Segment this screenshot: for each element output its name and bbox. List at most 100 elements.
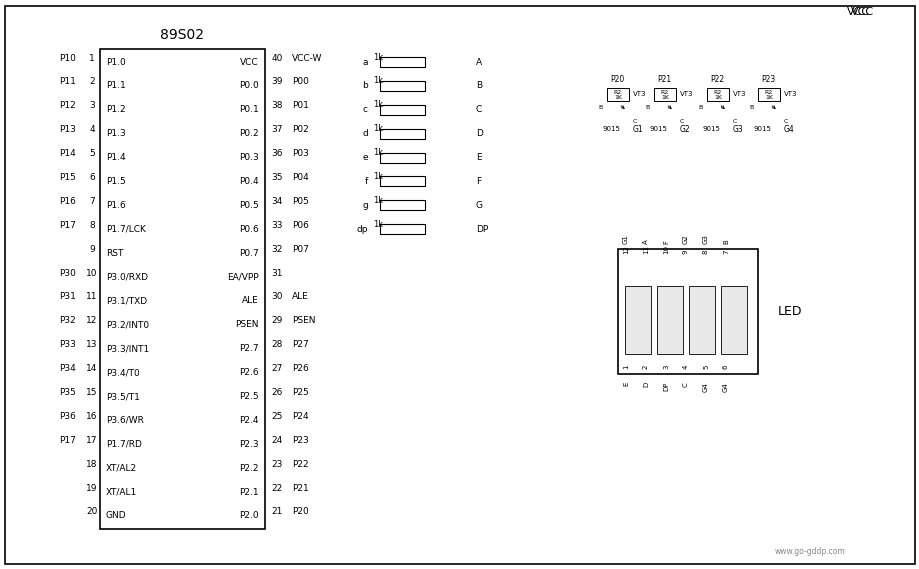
Bar	[380, 57, 425, 67]
Text: P0.6: P0.6	[239, 225, 259, 234]
Text: P22: P22	[709, 75, 723, 84]
Text: 18: 18	[86, 460, 97, 469]
Text: 36: 36	[271, 149, 282, 158]
Text: 24: 24	[271, 436, 282, 445]
Text: P15: P15	[59, 173, 76, 182]
Text: P30: P30	[59, 269, 76, 278]
Text: 38: 38	[271, 101, 282, 110]
Text: VCC: VCC	[240, 57, 259, 67]
Text: P2.7: P2.7	[239, 344, 259, 353]
Bar	[656, 286, 682, 354]
Text: P22: P22	[291, 460, 308, 469]
Text: P2.4: P2.4	[239, 416, 259, 425]
Text: P13: P13	[59, 125, 76, 134]
Text: VCC-W: VCC-W	[291, 53, 322, 63]
Text: P23: P23	[760, 75, 775, 84]
Text: B: B	[598, 105, 602, 109]
Text: P1.3: P1.3	[106, 129, 126, 138]
Text: P1.6: P1.6	[106, 201, 126, 210]
Text: P0.7: P0.7	[239, 249, 259, 258]
Text: 11: 11	[642, 245, 648, 254]
Text: P24: P24	[291, 412, 308, 421]
Text: B: B	[698, 105, 702, 109]
Text: B: B	[749, 105, 754, 109]
Text: P32: P32	[59, 316, 76, 325]
Text: P16: P16	[59, 197, 76, 206]
Text: P10: P10	[59, 53, 76, 63]
Text: E: E	[475, 153, 482, 162]
Text: P2.6: P2.6	[239, 368, 259, 377]
Text: G: G	[475, 201, 482, 210]
Text: P34: P34	[59, 364, 76, 373]
Text: 1k: 1k	[372, 172, 382, 181]
Text: DP: DP	[475, 225, 488, 234]
Text: PSEN: PSEN	[235, 320, 259, 329]
Text: C: C	[682, 382, 688, 387]
Text: G3: G3	[702, 234, 709, 244]
Text: 12: 12	[86, 316, 97, 325]
Text: P21: P21	[291, 484, 309, 493]
Text: 4: 4	[682, 365, 688, 369]
Text: VT3: VT3	[632, 91, 646, 97]
Text: 20: 20	[86, 508, 97, 517]
Text: G1: G1	[632, 125, 643, 134]
Text: 7: 7	[722, 249, 728, 254]
Text: f: f	[364, 177, 368, 186]
Text: 10: 10	[663, 245, 668, 254]
Text: P3.6/WR: P3.6/WR	[106, 416, 143, 425]
Text: 1: 1	[622, 365, 629, 369]
Text: P0.3: P0.3	[239, 153, 259, 162]
Text: 1k: 1k	[372, 148, 382, 157]
Text: E: E	[622, 382, 629, 386]
Text: 1k: 1k	[372, 220, 382, 229]
Text: B: B	[475, 81, 482, 90]
Text: 7: 7	[89, 197, 95, 206]
Text: PSEN: PSEN	[291, 316, 315, 325]
Text: 14: 14	[86, 364, 97, 373]
Text: 26: 26	[271, 388, 282, 397]
Text: 1k: 1k	[372, 196, 382, 205]
Text: 1k: 1k	[372, 76, 382, 85]
Text: G3: G3	[732, 125, 743, 134]
Text: ALE: ALE	[291, 292, 309, 302]
Text: LED: LED	[777, 305, 801, 318]
Text: G4: G4	[783, 125, 794, 134]
Bar	[706, 88, 728, 101]
Text: 34: 34	[271, 197, 282, 206]
Text: P1.5: P1.5	[106, 177, 126, 186]
Text: P33: P33	[59, 340, 76, 349]
Text: VCC: VCC	[845, 7, 868, 17]
Text: 35: 35	[271, 173, 282, 182]
Text: P31: P31	[59, 292, 76, 302]
Text: G2: G2	[679, 125, 690, 134]
Text: P26: P26	[291, 364, 309, 373]
Text: XT/AL2: XT/AL2	[106, 464, 137, 473]
Text: 30: 30	[271, 292, 282, 302]
Text: DP: DP	[663, 382, 668, 391]
Text: 16: 16	[86, 412, 97, 421]
Text: 23: 23	[271, 460, 282, 469]
Text: 2: 2	[89, 77, 95, 86]
Text: P17: P17	[59, 436, 76, 445]
Text: D: D	[642, 382, 648, 387]
Text: 40: 40	[271, 53, 282, 63]
Text: 33: 33	[271, 221, 282, 230]
Text: P36: P36	[59, 412, 76, 421]
Text: B: B	[645, 105, 650, 109]
Text: R2: R2	[660, 89, 668, 94]
Text: P0.1: P0.1	[239, 105, 259, 114]
Text: dp: dp	[357, 225, 368, 234]
Text: C: C	[679, 118, 684, 123]
Text: C: C	[732, 118, 736, 123]
Text: g: g	[362, 201, 368, 210]
Text: a: a	[362, 57, 368, 67]
Bar	[380, 81, 425, 91]
Text: VT3: VT3	[679, 91, 693, 97]
Text: 5: 5	[702, 365, 709, 369]
Text: P20: P20	[609, 75, 623, 84]
Text: P3.3/INT1: P3.3/INT1	[106, 344, 149, 353]
Text: P1.4: P1.4	[106, 153, 126, 162]
Text: P25: P25	[291, 388, 309, 397]
Text: 2: 2	[642, 365, 648, 369]
Text: P2.2: P2.2	[239, 464, 259, 473]
